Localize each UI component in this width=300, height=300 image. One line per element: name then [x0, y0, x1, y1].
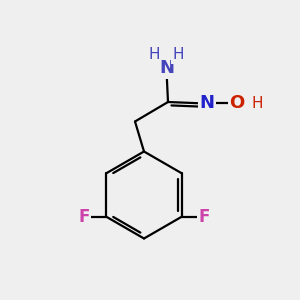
- Text: F: F: [199, 208, 210, 226]
- Text: O: O: [230, 94, 244, 112]
- Text: N: N: [159, 59, 174, 77]
- Text: F: F: [78, 208, 89, 226]
- Text: N: N: [200, 94, 214, 112]
- Text: H: H: [172, 47, 184, 62]
- Text: H: H: [251, 96, 263, 111]
- Text: H: H: [148, 47, 160, 62]
